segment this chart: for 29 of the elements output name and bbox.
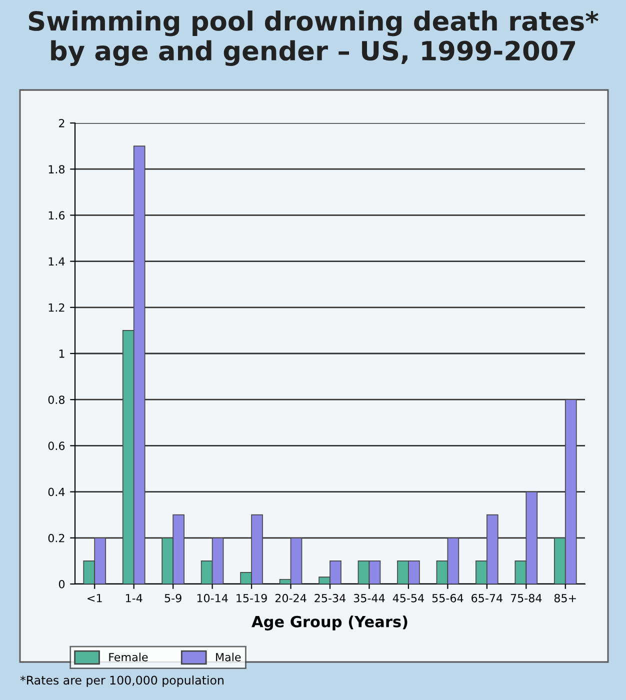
x-tick-label: 15-19 [236,594,267,602]
chart-title: Swimming pool drowning death rates* by age and gender – US, 1999-2007 [28,10,598,66]
x-tick-label: 75-84 [510,594,542,602]
x-tick-label: 35-44 [354,594,385,602]
y-tick-label: 0.6 [48,442,65,450]
x-axis-title: Age Group (Years) [252,616,408,630]
y-tick-label: 0.2 [48,534,64,542]
text: *Rates are per 100,000 population [20,676,224,687]
y-tick-label: 1.2 [48,303,64,312]
x-tick-label: 25-34 [314,594,346,602]
y-tick-label: 0 [58,580,65,588]
legend-label: Male [216,652,241,662]
x-tick-label: 1-4 [126,594,142,602]
y-tick-label: 1.8 [48,165,65,174]
y-tick-label: 1.6 [48,211,65,220]
x-tick-label: <1 [88,594,102,602]
y-tick-label: 0.4 [48,488,65,496]
y-tick-label: 1.4 [48,257,65,266]
x-tick-label: 10-14 [197,594,228,602]
y-tick-label: 2 [59,118,64,128]
x-tick-label: 45-54 [392,594,424,602]
legend-label: Female [109,652,148,662]
x-tick-label: 65-74 [472,594,502,602]
x-tick-label: 55-64 [432,594,464,602]
y-tick-label: 1 [59,350,64,358]
y-tick-label: 0.8 [48,396,65,404]
x-tick-label: 85+ [554,594,576,602]
x-tick-label: 20-24 [275,594,306,602]
x-tick-label: 5-9 [164,594,182,602]
